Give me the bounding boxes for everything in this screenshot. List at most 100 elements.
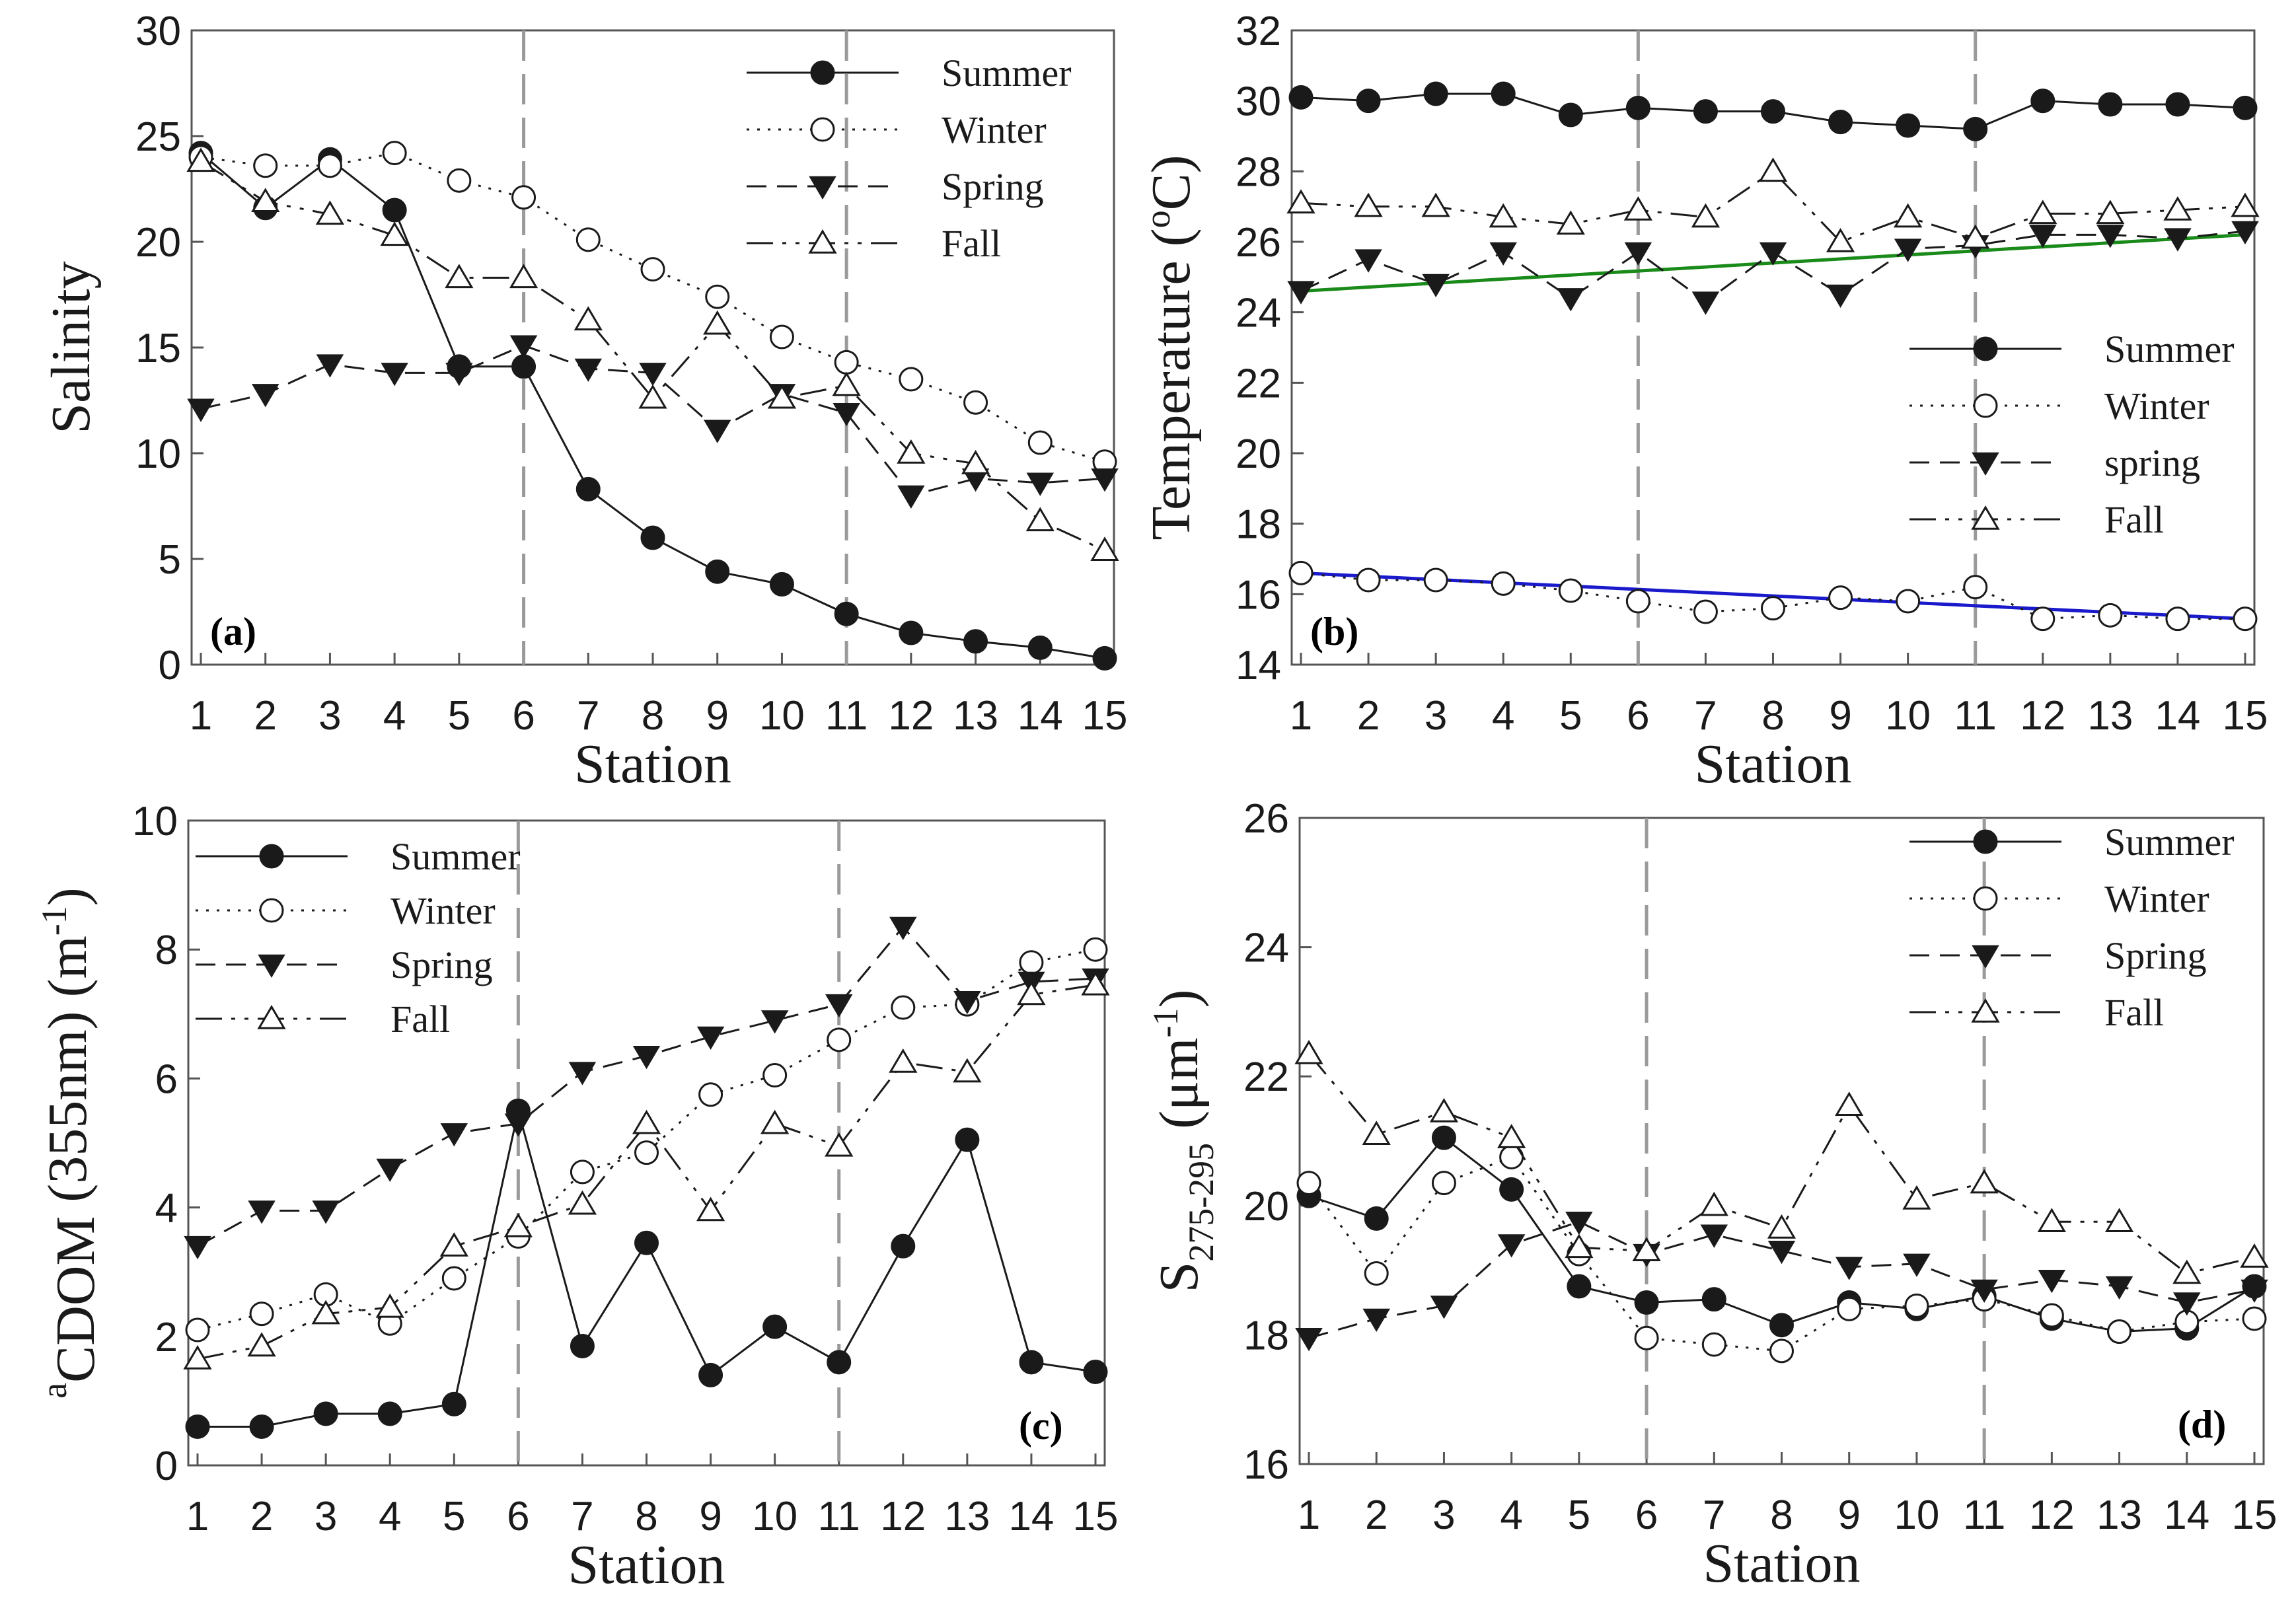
winter-point [634, 1140, 659, 1165]
x-tick-label: 9 [699, 1494, 722, 1539]
legend-label-fall: Fall [942, 222, 1001, 265]
fall-point [1623, 196, 1652, 221]
x-tick-label: 6 [1635, 1492, 1658, 1538]
fall-point [1354, 192, 1383, 217]
fall-point [247, 1332, 276, 1357]
spring-point [248, 1200, 276, 1224]
y-tick-label: 0 [159, 643, 181, 688]
x-tick-label: 11 [1963, 1492, 2005, 1538]
legend-marker-fall [257, 1004, 286, 1029]
y-axis-label: S275-295 (μm-1) [1146, 989, 1221, 1292]
x-tick-label: 13 [953, 693, 998, 739]
legend-marker-winter [1973, 393, 1998, 418]
legend-marker-fall [1971, 998, 2000, 1023]
fall-point [2240, 1243, 2269, 1268]
y-tick-label: 2 [155, 1315, 178, 1360]
summer-point [185, 1414, 210, 1439]
spring-point [889, 916, 917, 941]
y-tick-label: 16 [1243, 1442, 1289, 1488]
legend-label-summer: Summer [390, 835, 521, 878]
y-tick-label: 8 [155, 928, 178, 973]
fall-point [1497, 1124, 1526, 1148]
series-summer [1288, 81, 2258, 141]
legend-marker-spring [1972, 945, 1999, 969]
legend-marker-fall [1971, 505, 2000, 530]
fall-point [439, 1232, 468, 1257]
summer-point [899, 620, 924, 645]
x-tick-label: 14 [1008, 1494, 1054, 1539]
winter-point [1904, 1293, 1929, 1318]
panel-label: (a) [210, 610, 256, 653]
panel-label: (c) [1019, 1404, 1063, 1448]
winter-point [441, 1266, 466, 1291]
x-tick-label: 8 [635, 1494, 657, 1539]
winter-point [249, 1302, 274, 1327]
winter-point [1828, 585, 1853, 610]
y-axis-label: Salinity [40, 261, 102, 433]
x-tick-label: 6 [1627, 693, 1649, 739]
summer-point [640, 525, 665, 550]
summer-point [1019, 1350, 1044, 1375]
series-fall [186, 147, 1119, 561]
x-axis-label: Station [568, 1534, 725, 1596]
summer-point [1963, 116, 1988, 141]
summer-point [1701, 1287, 1726, 1312]
y-tick-label: 15 [135, 326, 181, 371]
winter-point [1837, 1296, 1862, 1321]
summer-point [511, 354, 537, 379]
legend-label-spring: Spring [2104, 934, 2207, 977]
fall-point [1758, 157, 1788, 182]
summer-point [1423, 81, 1448, 106]
spring-point [381, 363, 408, 386]
fall-point [1826, 227, 1855, 252]
spring-point [1430, 1296, 1458, 1319]
legend-marker-winter [810, 117, 835, 142]
spring-point [1354, 249, 1382, 273]
spring-point [1497, 1234, 1526, 1258]
fall-point [767, 384, 797, 409]
x-tick-label: 2 [1365, 1492, 1388, 1538]
x-tick-label: 12 [2029, 1492, 2075, 1538]
fall-point [183, 1344, 212, 1370]
spring-point [2240, 1279, 2268, 1303]
winter-point [511, 185, 537, 210]
x-tick-label: 5 [448, 693, 470, 739]
fall-point [1767, 1214, 1796, 1239]
fall-point [574, 306, 603, 331]
x-tick-label: 11 [1954, 693, 1997, 739]
fall-point [1894, 203, 1923, 228]
spring-point [184, 1235, 211, 1260]
spring-point [1835, 1257, 1863, 1280]
spring-point [568, 1062, 597, 1085]
y-tick-label: 24 [1243, 926, 1289, 971]
summer-point [1634, 1290, 1659, 1315]
x-tick-label: 1 [1290, 693, 1312, 739]
x-axis-label: Station [574, 733, 731, 795]
summer-point [2233, 95, 2258, 120]
y-tick-label: 22 [1236, 361, 1281, 406]
x-tick-label: 1 [186, 1494, 209, 1539]
y-tick-label: 6 [155, 1056, 178, 1102]
winter-point [1963, 575, 1988, 600]
legend: Summer Winter Spring Fall [747, 52, 1072, 265]
winter-point [2098, 603, 2123, 628]
spring-point [504, 1113, 533, 1137]
y-tick-label: 18 [1236, 502, 1281, 548]
fall-point [760, 1109, 790, 1134]
x-tick-label: 14 [2164, 1492, 2209, 1538]
legend-marker-summer [810, 60, 835, 85]
spring-point [1557, 288, 1585, 312]
summer-point [382, 198, 407, 223]
fall-point [445, 264, 474, 289]
spring-point [1759, 242, 1787, 266]
fall-point [961, 449, 990, 474]
fall-point [568, 1190, 597, 1215]
legend-label-fall: Fall [390, 998, 450, 1041]
fall-point [825, 1132, 854, 1157]
legend-label-spring: Spring [942, 165, 1044, 208]
x-tick-label: 4 [379, 1494, 401, 1539]
x-tick-label: 1 [1298, 1492, 1320, 1538]
spring-point [1970, 1279, 1998, 1303]
x-tick-label: 8 [1770, 1492, 1793, 1538]
winter-point [253, 153, 278, 178]
